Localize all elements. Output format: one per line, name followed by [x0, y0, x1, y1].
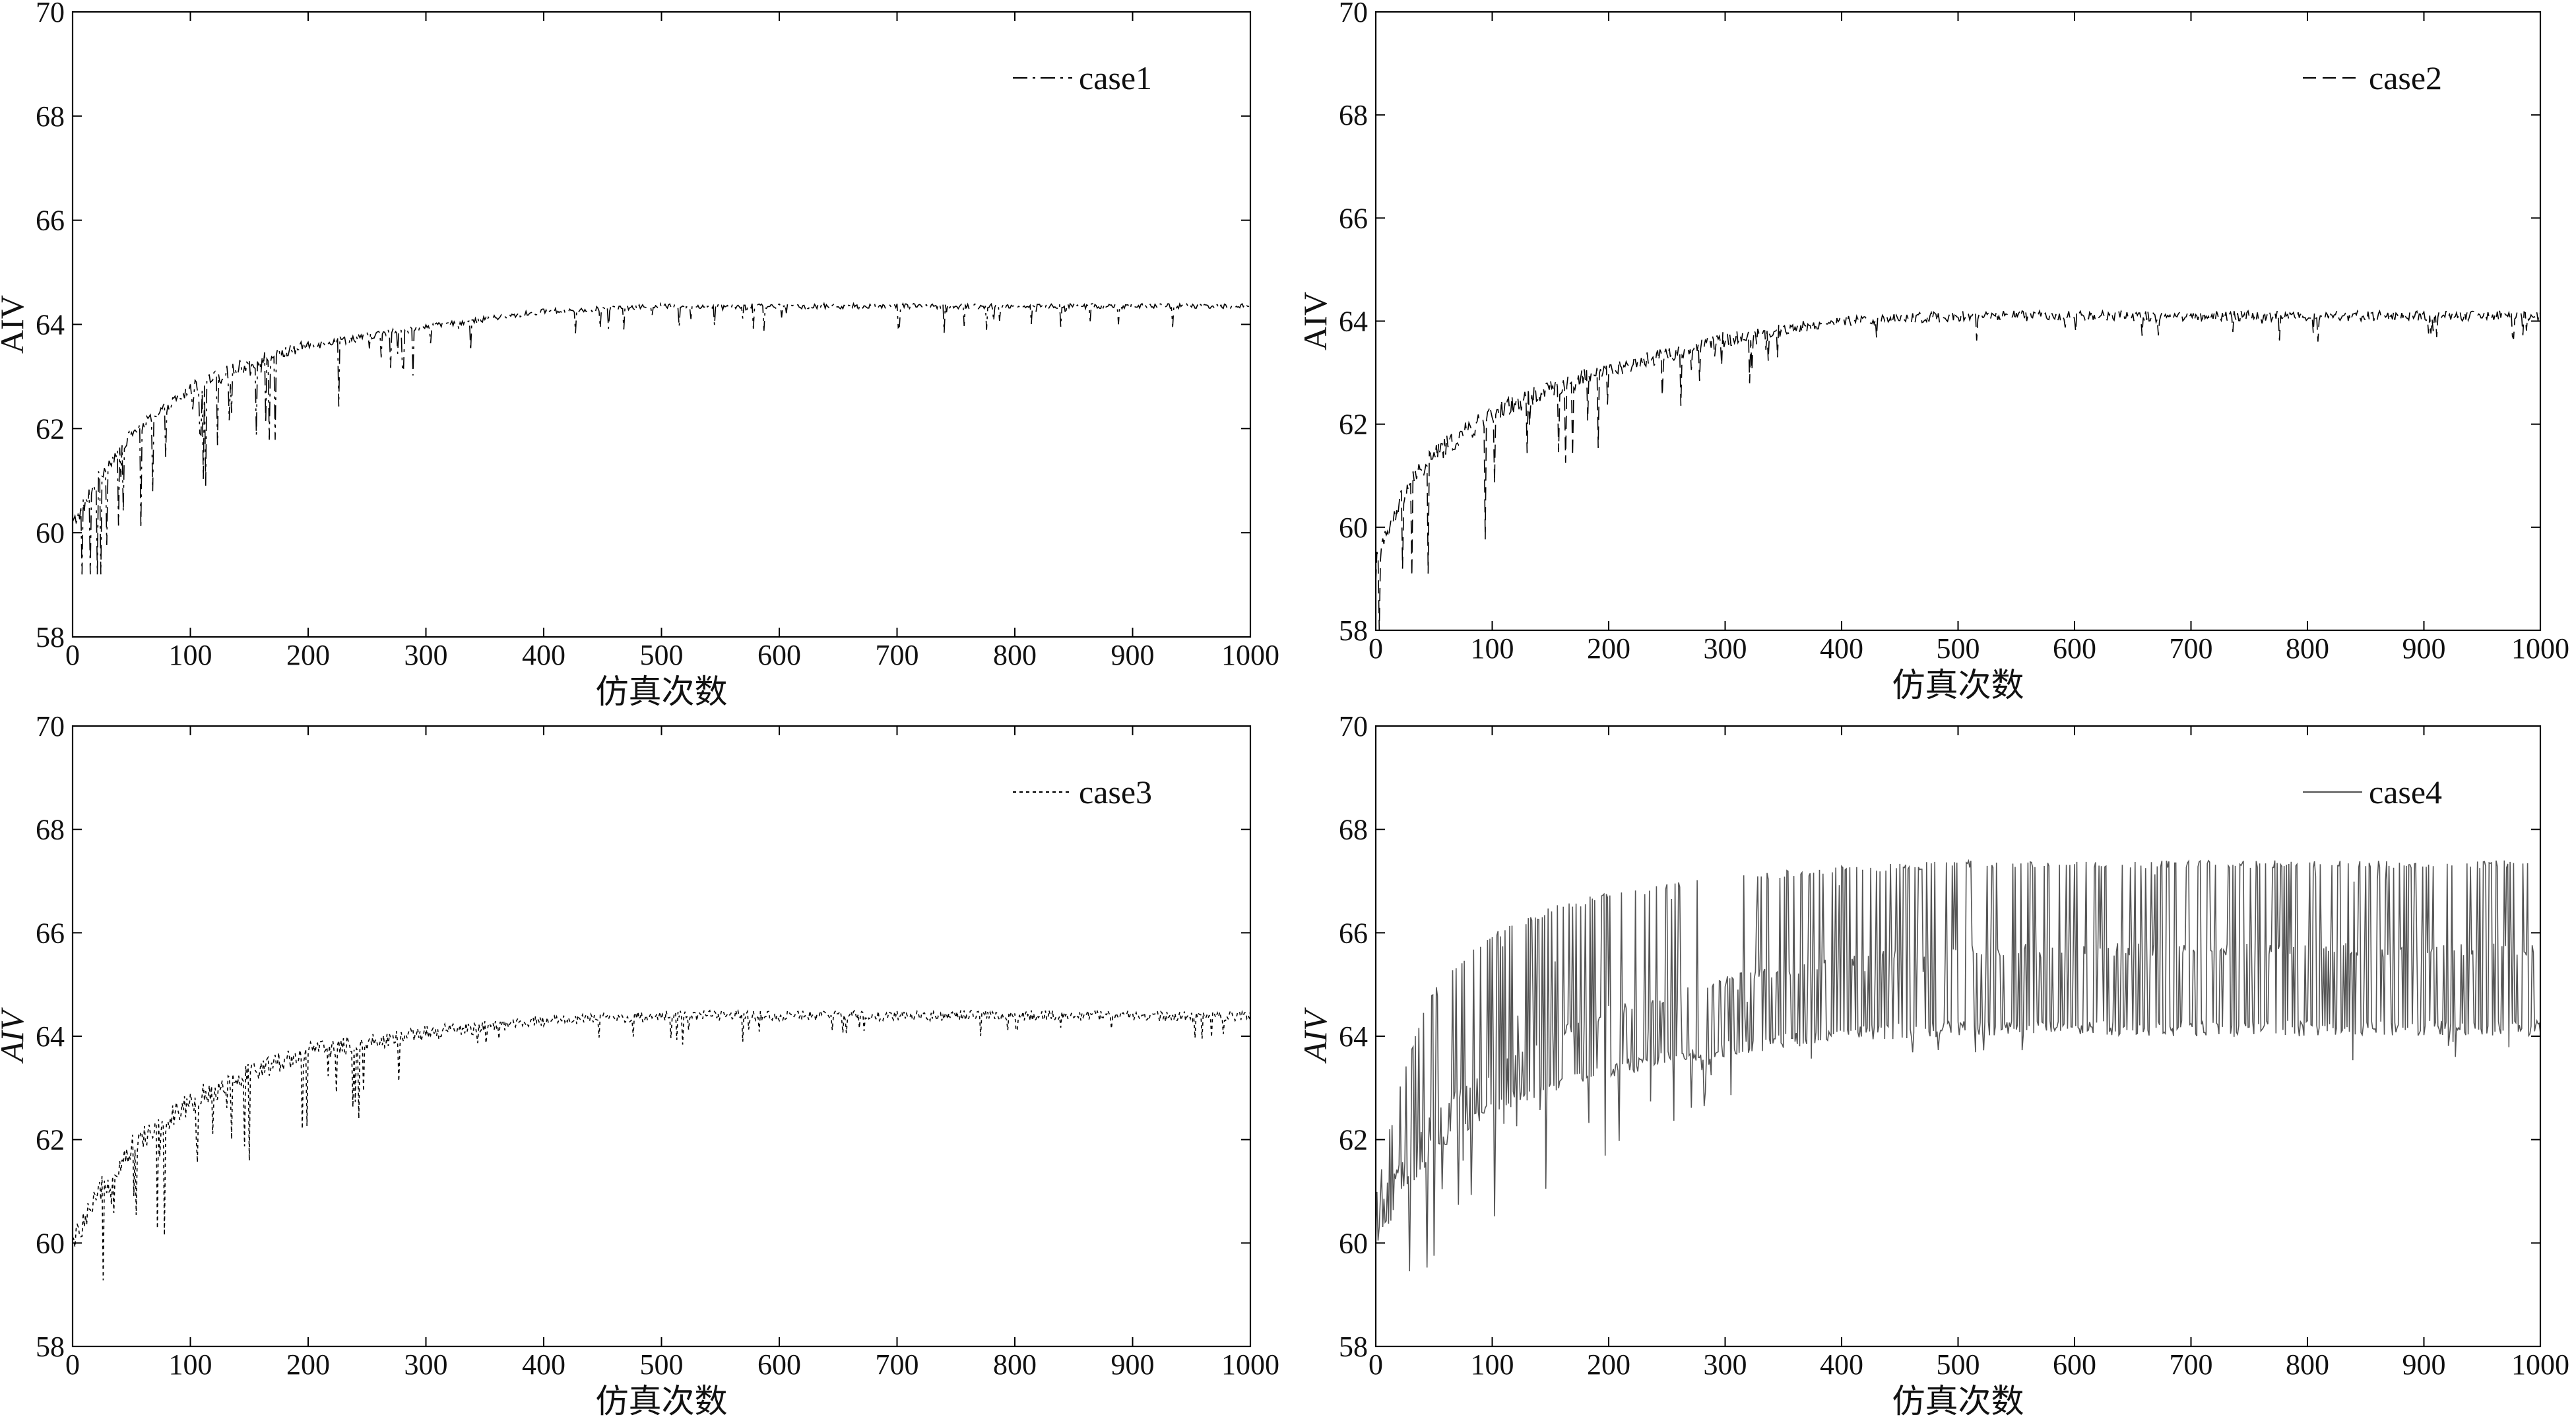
x-tick-label: 500 — [1937, 1348, 1980, 1381]
x-tick-label: 700 — [876, 1348, 919, 1381]
y-tick-label: 64 — [36, 309, 65, 341]
y-tick-label: 66 — [1339, 917, 1368, 949]
x-tick-label: 100 — [1471, 1348, 1514, 1381]
plot-frame — [71, 725, 1252, 1348]
x-tick-label: 800 — [993, 1348, 1037, 1381]
series-line-case4 — [1376, 859, 2540, 1272]
y-tick-label: 66 — [1339, 202, 1368, 234]
x-tick-label: 700 — [2170, 632, 2213, 665]
chart-panel-top-right: case2 0 100 200 300 400 500 600 700 800 900 1000 58 6… — [1297, 0, 2569, 704]
chart-panel-bottom-left: case3 0 100 200 300 400 500 600 700 800 900 1000 58 6… — [0, 710, 1279, 1420]
x-tick-label: 700 — [876, 639, 919, 671]
x-tick-label: 500 — [640, 639, 684, 671]
y-tick-label: 58 — [1339, 614, 1368, 647]
y-tick-label: 68 — [1339, 814, 1368, 846]
y-axis-label: AIV — [0, 295, 30, 354]
y-tick-label: 64 — [1339, 306, 1368, 338]
x-tick-label: 300 — [404, 1348, 448, 1381]
x-tick-label: 1000 — [1221, 1348, 1279, 1381]
x-tick-label: 400 — [1820, 632, 1863, 665]
x-tick-label: 600 — [757, 639, 801, 671]
chart-panel-bottom-right: case4 0 100 200 300 400 500 600 700 800 900 1000 58 6… — [1297, 710, 2569, 1420]
x-tick-label: 200 — [1587, 632, 1630, 665]
chart-panel-top-left: case1 0 100 200 300 400 500 600 700 800 900 1000 58 6… — [0, 0, 1279, 710]
x-tick-label: 400 — [522, 1348, 565, 1381]
x-tick-label: 900 — [2402, 1348, 2446, 1381]
legend-label-case1: case1 — [1079, 59, 1152, 96]
x-tick-label: 300 — [404, 639, 448, 671]
y-tick-label: 70 — [1339, 0, 1368, 28]
y-tick-label: 60 — [36, 517, 65, 549]
y-tick-label: 58 — [1339, 1331, 1368, 1363]
y-tick-label: 68 — [1339, 99, 1368, 131]
legend-label-case3: case3 — [1079, 774, 1152, 810]
x-axis-label: 仿真次数 — [1892, 667, 2024, 704]
legend-label-case4: case4 — [2369, 774, 2442, 810]
series-line-case2 — [1376, 309, 2540, 630]
x-tick-label: 0 — [65, 639, 80, 671]
y-tick-label: 66 — [36, 917, 65, 949]
y-tick-label: 70 — [36, 0, 65, 28]
y-axis-label: AIV — [0, 1007, 30, 1064]
y-tick-label: 62 — [36, 413, 65, 445]
y-tick-label: 66 — [36, 205, 65, 237]
x-tick-label: 0 — [1368, 632, 1383, 665]
y-tick-label: 62 — [1339, 1124, 1368, 1156]
x-tick-label: 1000 — [2511, 1348, 2569, 1381]
x-tick-label: 400 — [522, 639, 565, 671]
y-tick-label: 62 — [1339, 409, 1368, 441]
x-tick-label: 800 — [993, 639, 1037, 671]
y-tick-label: 70 — [1339, 710, 1368, 743]
x-tick-label: 600 — [2053, 1348, 2096, 1381]
x-tick-label: 1000 — [2511, 632, 2569, 665]
y-axis-label: AIV — [1297, 1007, 1334, 1064]
x-tick-label: 200 — [286, 639, 330, 671]
x-tick-label: 0 — [1368, 1348, 1383, 1381]
y-tick-label: 58 — [36, 621, 65, 653]
y-axis-label: AIV — [1297, 292, 1334, 350]
x-tick-label: 100 — [1471, 632, 1514, 665]
y-tick-label: 68 — [36, 814, 65, 846]
x-tick-label: 800 — [2286, 632, 2329, 665]
series-line-case3 — [73, 1008, 1250, 1280]
x-tick-label: 100 — [169, 1348, 212, 1381]
x-tick-label: 1000 — [1221, 639, 1279, 671]
x-tick-label: 500 — [640, 1348, 684, 1381]
x-tick-label: 300 — [1704, 1348, 1747, 1381]
x-tick-label: 0 — [65, 1348, 80, 1381]
plot-frame — [1374, 11, 2542, 632]
x-tick-label: 800 — [2286, 1348, 2329, 1381]
x-axis-label: 仿真次数 — [596, 673, 728, 710]
x-tick-label: 200 — [1587, 1348, 1630, 1381]
x-axis-label: 仿真次数 — [1892, 1383, 2024, 1420]
x-tick-label: 600 — [757, 1348, 801, 1381]
y-tick-label: 60 — [1339, 1227, 1368, 1259]
series-line-case1 — [73, 302, 1250, 575]
y-tick-label: 64 — [1339, 1020, 1368, 1053]
x-tick-label: 600 — [2053, 632, 2096, 665]
legend-label-case2: case2 — [2369, 59, 2442, 96]
x-tick-label: 200 — [286, 1348, 330, 1381]
x-tick-label: 900 — [2402, 632, 2446, 665]
y-tick-label: 64 — [36, 1020, 65, 1053]
y-tick-label: 68 — [36, 100, 65, 133]
x-axis-label: 仿真次数 — [596, 1383, 728, 1420]
y-tick-label: 58 — [36, 1331, 65, 1363]
y-tick-label: 62 — [36, 1124, 65, 1156]
x-tick-label: 500 — [1937, 632, 1980, 665]
y-tick-label: 60 — [36, 1227, 65, 1259]
x-tick-label: 900 — [1111, 1348, 1155, 1381]
x-tick-label: 300 — [1704, 632, 1747, 665]
y-tick-label: 70 — [36, 710, 65, 743]
x-tick-label: 400 — [1820, 1348, 1863, 1381]
x-tick-label: 900 — [1111, 639, 1155, 671]
y-tick-label: 60 — [1339, 512, 1368, 544]
x-tick-label: 700 — [2170, 1348, 2213, 1381]
x-tick-label: 100 — [169, 639, 212, 671]
plot-frame — [71, 11, 1252, 638]
